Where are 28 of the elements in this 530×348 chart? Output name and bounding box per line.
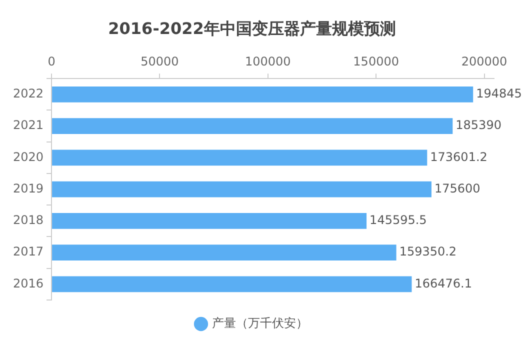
x-tick-label: 0 [48, 54, 56, 69]
bar [52, 86, 474, 102]
x-tick-label: 150000 [353, 54, 399, 69]
bar [52, 276, 412, 292]
chart-title: 2016-2022年中国变压器产量规模预测 [108, 18, 396, 38]
data-label: 194845 [476, 86, 522, 101]
bar [52, 244, 396, 260]
y-tick-label: 2016 [12, 276, 44, 290]
x-tick-label: 100000 [244, 54, 291, 69]
bar [52, 181, 432, 198]
x-tick-label: 200000 [461, 54, 508, 69]
y-tick-label: 2021 [12, 118, 44, 132]
legend-label: 产量（万千伏安） [212, 316, 308, 330]
data-label: 145595.5 [370, 213, 427, 228]
data-label: 175600 [434, 181, 480, 196]
y-tick-label: 2020 [12, 150, 44, 164]
data-label: 185390 [456, 118, 502, 132]
y-tick-label: 2017 [12, 244, 44, 259]
data-label: 173601.2 [430, 150, 488, 164]
y-tick-label: 2018 [12, 213, 44, 228]
y-tick-label: 2022 [12, 86, 44, 101]
data-label: 159350.2 [399, 244, 457, 259]
bar [52, 213, 367, 229]
y-tick-label: 2019 [12, 181, 44, 196]
data-label: 166476.1 [414, 276, 472, 290]
bar [52, 150, 428, 166]
bar [52, 118, 453, 134]
x-tick-label: 50000 [140, 54, 179, 69]
